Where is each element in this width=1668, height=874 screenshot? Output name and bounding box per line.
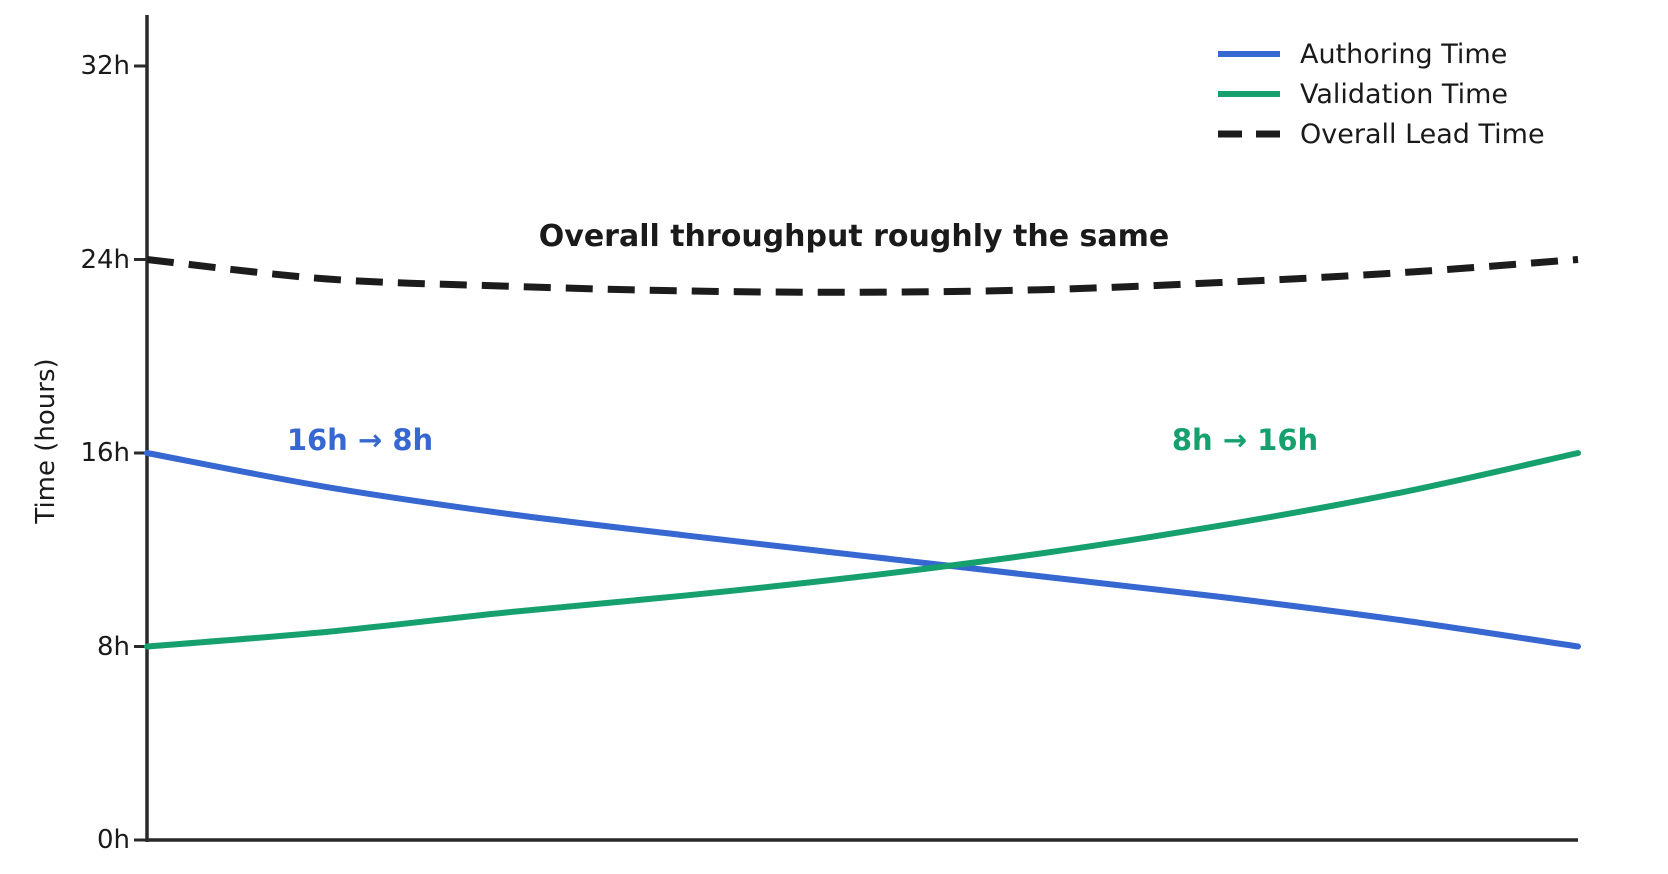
validation-time-line (144, 450, 1581, 650)
y-tick-label: 32h (80, 51, 130, 81)
y-axis-title: Time (hours) (31, 358, 61, 524)
authoring-line-swatch-icon (1218, 51, 1280, 57)
validation-change-annotation: 8h → 16h (1171, 423, 1319, 457)
legend-item-authoring: Authoring Time (1218, 34, 1545, 74)
throughput-note-annotation: Overall throughput roughly the same (538, 219, 1170, 254)
legend-label-authoring: Authoring Time (1300, 38, 1508, 70)
legend-label-validation: Validation Time (1300, 78, 1508, 110)
y-tick-label: 0h (96, 825, 130, 855)
y-tick-label: 24h (80, 244, 130, 275)
y-tick-label: 8h (96, 631, 130, 662)
legend-item-overall: Overall Lead Time (1218, 114, 1545, 154)
y-axis-ticks (134, 64, 147, 842)
authoring-change-annotation: 16h → 8h (286, 423, 434, 457)
legend: Authoring Time Validation Time Overall L… (1218, 34, 1545, 154)
legend-label-overall: Overall Lead Time (1300, 118, 1545, 150)
authoring-time-line (144, 450, 1581, 650)
overall-dashed-swatch-icon (1218, 130, 1280, 138)
series-lines (144, 256, 1581, 650)
legend-item-validation: Validation Time (1218, 74, 1545, 114)
validation-line-swatch-icon (1218, 91, 1280, 97)
overall-lead-time-line (146, 256, 1579, 296)
y-tick-label: 16h (80, 438, 130, 468)
